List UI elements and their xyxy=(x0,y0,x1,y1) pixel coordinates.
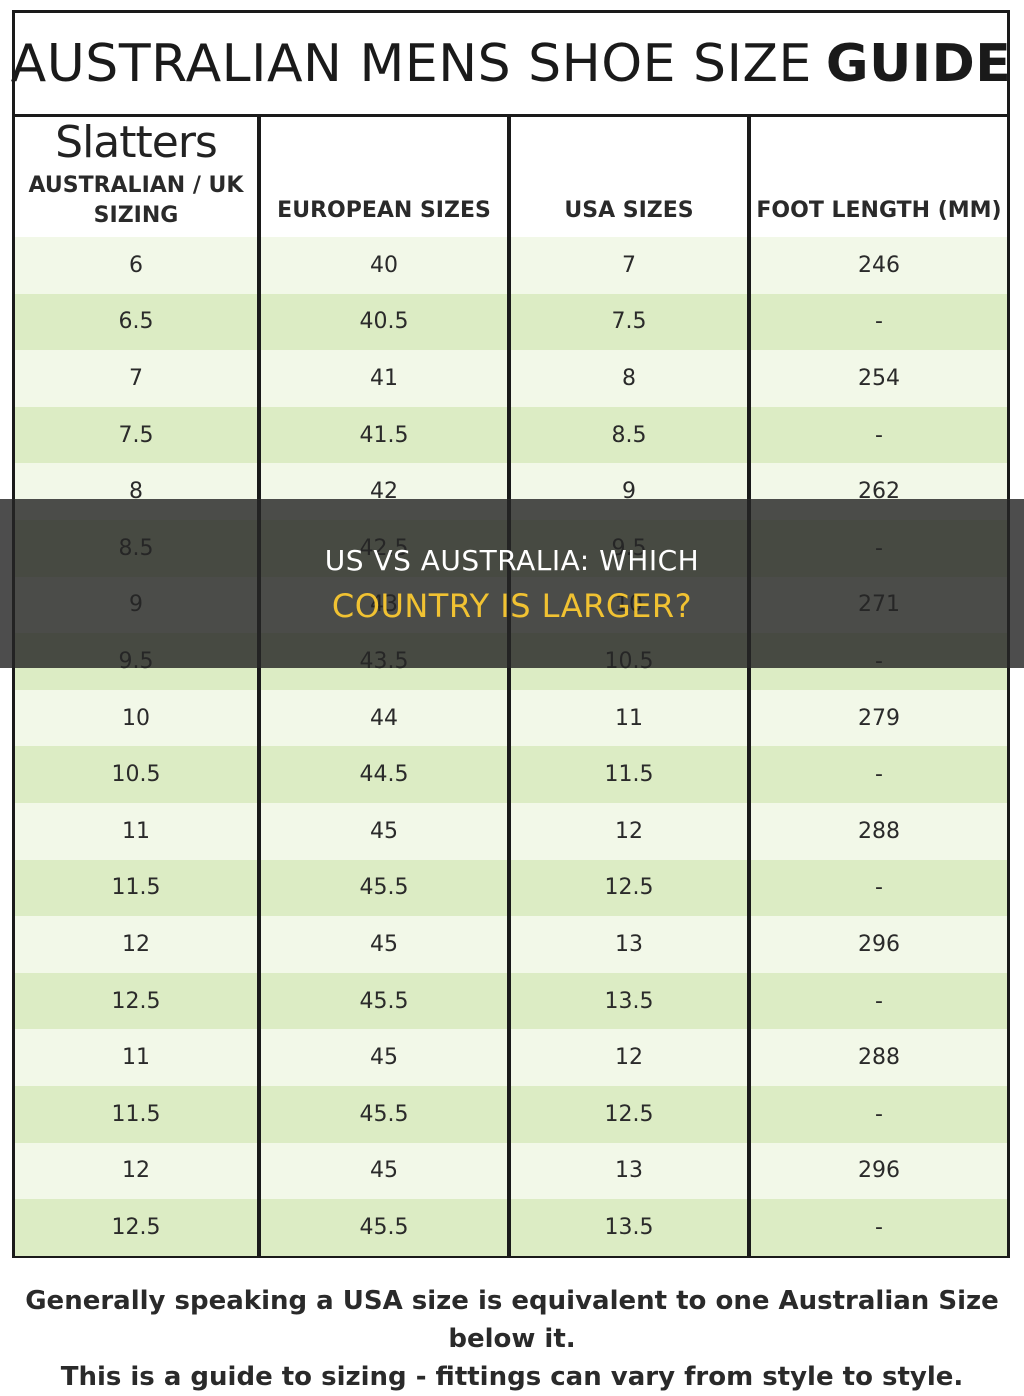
cell-australian: 12 xyxy=(15,1142,259,1200)
cell-european: 45 xyxy=(257,802,509,860)
table-row: 11.5 45.5 12.5- xyxy=(15,859,1007,917)
cell-usa: 8 xyxy=(507,350,749,407)
cell-usa: 7 xyxy=(507,237,749,294)
table-row: 12 45 13 296 xyxy=(15,1142,1007,1200)
cell-australian: 11 xyxy=(15,1029,259,1086)
cell-usa: 11.5 xyxy=(507,746,749,803)
cell-foot-length: - xyxy=(747,293,1007,351)
cell-european: 45.5 xyxy=(257,972,509,1030)
table-row: 10.5 44.5 11.5- xyxy=(15,746,1007,803)
page-title: AUSTRALIAN MENS SHOE SIZE GUIDE xyxy=(11,13,1011,117)
cell-usa: 11 xyxy=(507,689,749,747)
cell-foot-length: - xyxy=(747,859,1007,917)
cell-usa: 8.5 xyxy=(507,406,749,464)
header-european: EUROPEAN SIZES xyxy=(257,117,509,237)
cell-european: 40.5 xyxy=(257,293,509,351)
cell-australian: 12.5 xyxy=(15,1199,259,1256)
cell-foot-length: - xyxy=(747,406,1007,464)
cell-european: 45.5 xyxy=(257,859,509,917)
cell-australian: 6 xyxy=(15,237,259,294)
table-row: 10 44 11 279 xyxy=(15,689,1007,747)
cell-foot-length: 288 xyxy=(747,1029,1007,1086)
cell-usa: 12 xyxy=(507,802,749,860)
table-row: 6 40 7 246 xyxy=(15,237,1007,294)
table-row: 7.5 41.5 8.5- xyxy=(15,406,1007,464)
cell-australian: 7 xyxy=(15,350,259,407)
headline-overlay: US VS AUSTRALIA: WHICH COUNTRY IS LARGER… xyxy=(0,499,1024,668)
table-row: 11.5 45.5 12.5- xyxy=(15,1085,1007,1143)
cell-usa: 12 xyxy=(507,1029,749,1086)
cell-european: 44.5 xyxy=(257,746,509,803)
table-body: 6 40 7 246 6.5 40.5 7.5-7 41 8 254 7.5 41.5 8.5-8 42 9… xyxy=(15,237,1007,1256)
cell-foot-length: 296 xyxy=(747,916,1007,973)
cell-usa: 13 xyxy=(507,1142,749,1200)
cell-usa: 13.5 xyxy=(507,1199,749,1256)
title-light: AUSTRALIAN MENS SHOE SIZE xyxy=(10,33,812,94)
header-label: AUSTRALIAN / UK SIZING xyxy=(28,173,244,228)
overlay-line-2: COUNTRY IS LARGER? xyxy=(331,586,693,625)
cell-usa: 7.5 xyxy=(507,293,749,351)
overlay-line-1: US VS AUSTRALIA: WHICH xyxy=(324,543,700,577)
table-header-row: Slatters AUSTRALIAN / UK SIZING EUROPEAN… xyxy=(15,117,1007,237)
table-row: 12.5 45.5 13.5- xyxy=(15,1199,1007,1256)
cell-australian: 12 xyxy=(15,916,259,973)
cell-usa: 12.5 xyxy=(507,1085,749,1143)
cell-australian: 11.5 xyxy=(15,859,259,917)
cell-european: 41.5 xyxy=(257,406,509,464)
cell-australian: 7.5 xyxy=(15,406,259,464)
footer-note: Generally speaking a USA size is equival… xyxy=(0,1282,1024,1396)
table-row: 11 45 12 288 xyxy=(15,1029,1007,1086)
cell-usa: 13.5 xyxy=(507,972,749,1030)
cell-usa: 13 xyxy=(507,916,749,973)
cell-australian: 11.5 xyxy=(15,1085,259,1143)
cell-foot-length: - xyxy=(747,1085,1007,1143)
size-table: Slatters AUSTRALIAN / UK SIZING EUROPEAN… xyxy=(15,117,1007,1256)
header-label: USA SIZES xyxy=(564,198,694,223)
header-label: EUROPEAN SIZES xyxy=(277,198,491,223)
cell-foot-length: 296 xyxy=(747,1142,1007,1200)
header-usa: USA SIZES xyxy=(507,117,749,237)
cell-foot-length: - xyxy=(747,746,1007,803)
cell-australian: 12.5 xyxy=(15,972,259,1030)
cell-european: 45.5 xyxy=(257,1085,509,1143)
cell-european: 45 xyxy=(257,1029,509,1086)
cell-foot-length: 254 xyxy=(747,350,1007,407)
table-row: 11 45 12 288 xyxy=(15,802,1007,860)
title-bold: GUIDE xyxy=(825,33,1012,94)
header-foot-length: FOOT LENGTH (MM) xyxy=(747,117,1007,237)
cell-australian: 11 xyxy=(15,802,259,860)
table-row: 7 41 8 254 xyxy=(15,350,1007,407)
cell-foot-length: 279 xyxy=(747,689,1007,747)
cell-australian: 10 xyxy=(15,689,259,747)
footer-line-1: Generally speaking a USA size is equival… xyxy=(25,1286,999,1354)
cell-foot-length: 288 xyxy=(747,802,1007,860)
table-row: 6.5 40.5 7.5- xyxy=(15,293,1007,351)
cell-australian: 10.5 xyxy=(15,746,259,803)
footer-line-2: This is a guide to sizing - fittings can… xyxy=(60,1362,964,1392)
cell-foot-length: - xyxy=(747,972,1007,1030)
cell-usa: 12.5 xyxy=(507,859,749,917)
cell-european: 45 xyxy=(257,916,509,973)
table-row: 12 45 13 296 xyxy=(15,916,1007,973)
cell-european: 45.5 xyxy=(257,1199,509,1256)
cell-european: 41 xyxy=(257,350,509,407)
cell-foot-length: 246 xyxy=(747,237,1007,294)
table-row: 12.5 45.5 13.5- xyxy=(15,972,1007,1030)
header-label: FOOT LENGTH (MM) xyxy=(756,198,1002,223)
cell-european: 45 xyxy=(257,1142,509,1200)
header-australian: Slatters AUSTRALIAN / UK SIZING xyxy=(15,117,259,237)
cell-european: 44 xyxy=(257,689,509,747)
slatters-logo: Slatters xyxy=(55,117,218,168)
cell-foot-length: - xyxy=(747,1199,1007,1256)
cell-australian: 6.5 xyxy=(15,293,259,351)
cell-european: 40 xyxy=(257,237,509,294)
